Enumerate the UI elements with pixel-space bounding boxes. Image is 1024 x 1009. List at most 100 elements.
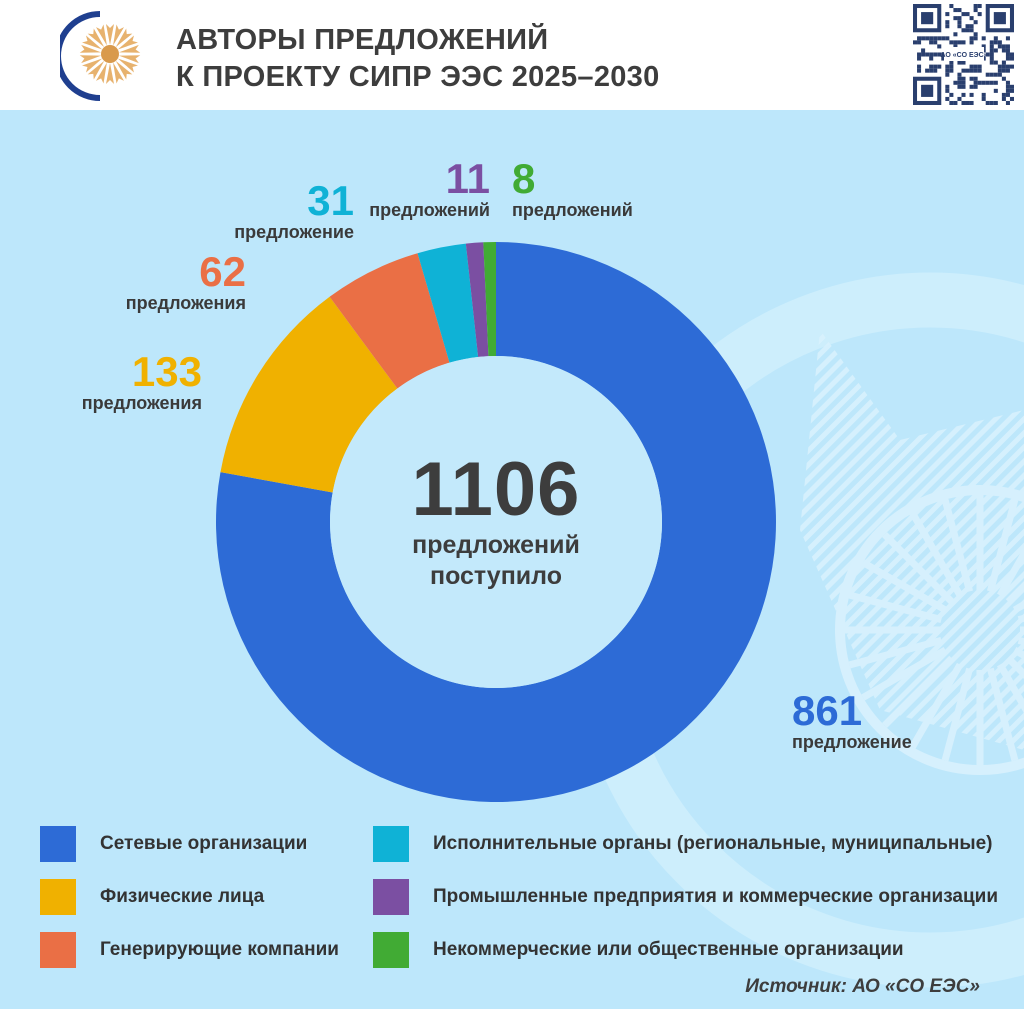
qr-module [1009, 64, 1014, 69]
qr-module [937, 36, 942, 41]
qr-module [957, 80, 962, 85]
total-text-line-2: поступило [429, 562, 562, 590]
wheel-spoke [909, 662, 964, 749]
donut-slice-0 [216, 242, 777, 802]
logo-ray [118, 44, 141, 53]
logo-ray [117, 58, 138, 73]
qr-module [953, 80, 958, 85]
qr-code-icon[interactable]: АО «СО ЕЭС» [913, 4, 1014, 105]
legend-label: Исполнительные органы (региональные, мун… [433, 833, 993, 854]
slice-value: 62 [199, 248, 246, 295]
logo-ray [113, 62, 125, 84]
qr-module [925, 52, 930, 57]
qr-module [969, 92, 974, 97]
qr-module [985, 72, 990, 77]
qr-module [1005, 48, 1010, 53]
wheel-spoke [941, 498, 974, 593]
qr-module [957, 8, 962, 13]
chart-area: 1106 предложений поступило 861 предложен… [0, 110, 1024, 1009]
qr-module [973, 84, 978, 89]
qr-module [1009, 88, 1014, 93]
qr-module [965, 28, 970, 33]
qr-module [953, 32, 958, 37]
qr-module [1005, 84, 1010, 89]
qr-module [989, 52, 994, 57]
qr-module [977, 64, 982, 69]
qr-module [953, 100, 958, 105]
qr-module [957, 96, 962, 101]
qr-module [1005, 88, 1010, 93]
qr-module [997, 40, 1002, 45]
donut-slice-2 [329, 253, 450, 389]
wheel-spoke [1005, 532, 1024, 605]
qr-module [925, 36, 930, 41]
header: АВТОРЫ ПРЕДЛОЖЕНИЙ К ПРОЕКТУ СИПР ЭЭС 20… [0, 0, 1024, 110]
qr-module [1001, 96, 1006, 101]
qr-module [945, 24, 950, 29]
qr-module [949, 64, 954, 69]
qr-module [957, 20, 962, 25]
qr-module [969, 68, 974, 73]
qr-module [973, 76, 978, 81]
qr-module [993, 72, 998, 77]
qr-module [965, 68, 970, 73]
qr-module [929, 40, 934, 45]
qr-module [961, 92, 966, 97]
qr-module [973, 80, 978, 85]
qr-module [941, 56, 946, 61]
legend-swatch [373, 879, 409, 915]
qr-module [981, 36, 986, 41]
qr-finder [921, 84, 934, 97]
qr-module [981, 96, 986, 101]
logo-ray [115, 28, 133, 48]
donut-hole [330, 356, 662, 688]
qr-module [1005, 80, 1010, 85]
qr-module [973, 20, 978, 25]
qr-module [961, 80, 966, 85]
slice-unit: предложение [792, 732, 912, 752]
qr-module [937, 44, 942, 49]
qr-module [989, 44, 994, 49]
qr-module [957, 40, 962, 45]
wheel-spoke [986, 498, 1019, 593]
qr-module [969, 40, 974, 45]
slice-value: 133 [131, 348, 202, 395]
slice-value: 8 [512, 155, 536, 202]
wheel-spoke [941, 667, 974, 762]
qr-module [961, 76, 966, 81]
qr-module [917, 56, 922, 61]
qr-module [933, 68, 938, 73]
legend-item-generating: Генерирующие компании [40, 930, 339, 970]
qr-module [933, 40, 938, 45]
qr-module [969, 84, 974, 89]
qr-module [973, 32, 978, 37]
qr-module [1001, 68, 1006, 73]
legend-swatch [40, 826, 76, 862]
logo-ray [87, 28, 105, 48]
qr-module [997, 68, 1002, 73]
qr-module [961, 84, 966, 89]
qr-module [957, 72, 962, 77]
qr-module [1001, 60, 1006, 65]
donut-slice-4 [465, 242, 489, 357]
qr-module [985, 80, 990, 85]
qr-module [949, 100, 954, 105]
logo-ray [106, 63, 114, 84]
qr-module [957, 84, 962, 89]
source-note: Источник: АО «СО ЕЭС» [745, 976, 980, 997]
qr-module [993, 48, 998, 53]
qr-module [953, 16, 958, 21]
qr-module [973, 36, 978, 41]
title-line-2: К ПРОЕКТУ СИПР ЭЭС 2025–2030 [176, 61, 660, 93]
slice-value: 11 [445, 155, 490, 202]
qr-module [993, 88, 998, 93]
slice-unit: предложений [369, 200, 490, 220]
qr-module [945, 36, 950, 41]
logo-ray [113, 24, 125, 46]
qr-module [917, 40, 922, 45]
qr-module [917, 36, 922, 41]
slice-label-generating: 62 предложения [120, 248, 246, 314]
page-title: АВТОРЫ ПРЕДЛОЖЕНИЙ К ПРОЕКТУ СИПР ЭЭС 20… [176, 22, 660, 96]
legend-label: Генерирующие компании [100, 939, 339, 960]
qr-module [969, 28, 974, 33]
